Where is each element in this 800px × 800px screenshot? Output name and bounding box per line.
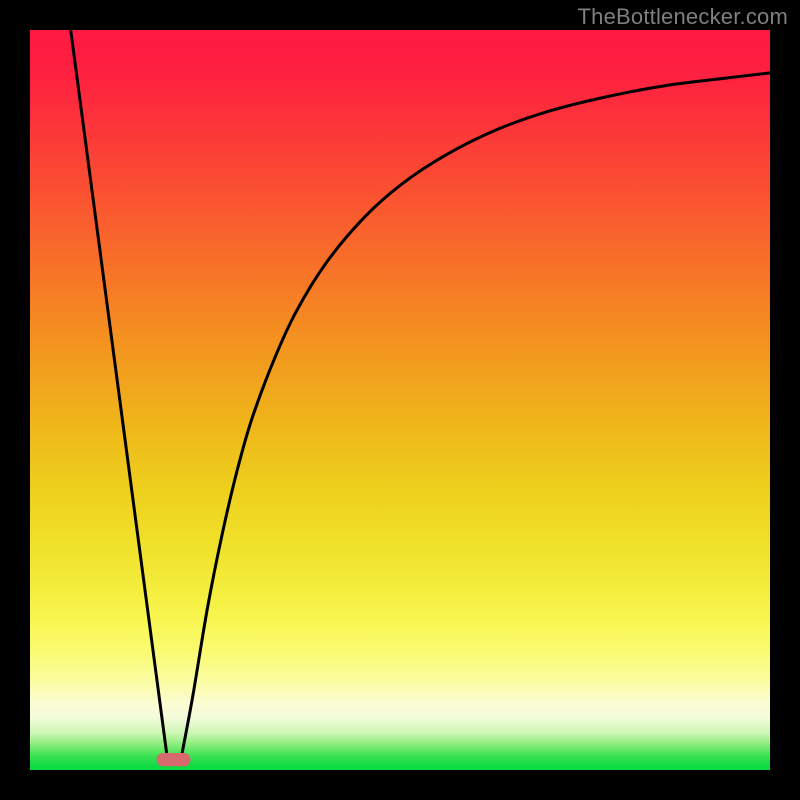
watermark-text: TheBottlenecker.com — [578, 4, 788, 30]
chart-container: TheBottlenecker.com — [0, 0, 800, 800]
optimal-marker — [157, 753, 191, 766]
plot-area — [30, 30, 770, 770]
chart-svg — [30, 30, 770, 770]
gradient-background — [30, 30, 770, 770]
